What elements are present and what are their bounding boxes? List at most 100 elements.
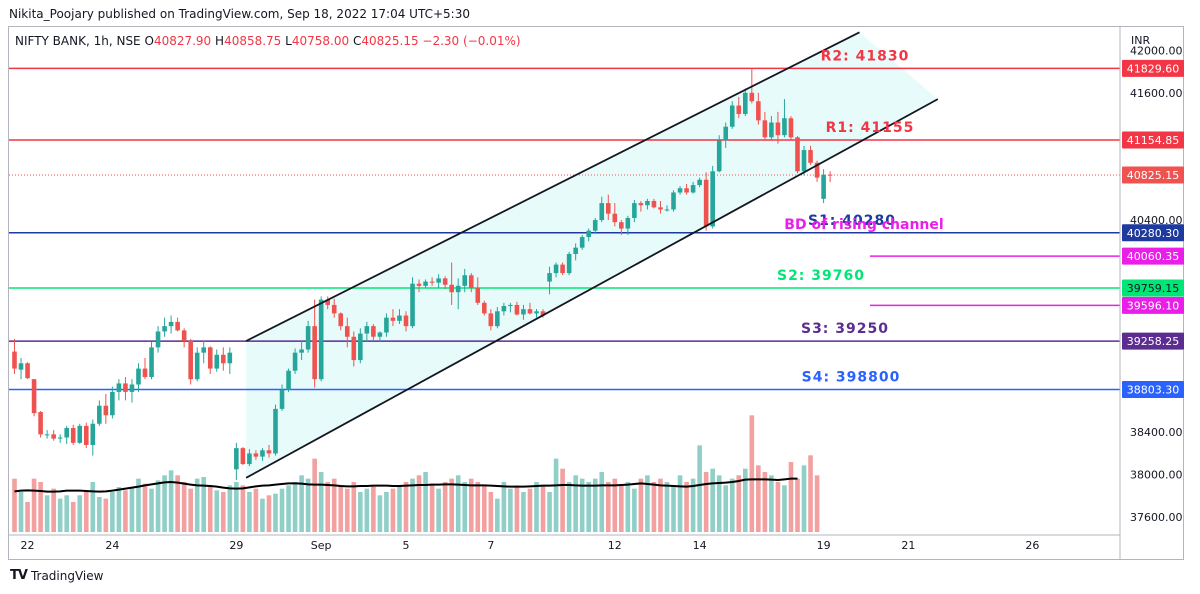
candle-body [436, 278, 441, 283]
candle-body [527, 309, 533, 314]
candle-body [364, 326, 370, 334]
volume-bar [762, 472, 768, 532]
candle-body [579, 237, 585, 248]
candle-body [729, 105, 735, 127]
volume-bar [723, 485, 729, 532]
candle-body [795, 137, 800, 172]
volume-bar [207, 485, 213, 532]
volume-bar [299, 475, 304, 532]
volume-bar [814, 475, 820, 532]
volume-bar [429, 483, 435, 532]
candle-body [201, 347, 207, 353]
volume-bar [188, 488, 193, 532]
candle-body [403, 315, 409, 327]
price-label-s3-text: 39258.25 [1127, 335, 1180, 348]
candle-body [214, 354, 220, 369]
candle-body [116, 383, 122, 392]
price-label-s1-box [1122, 224, 1184, 242]
candle-body [573, 247, 578, 255]
low-value: 40758.00 [291, 34, 350, 48]
y-tick-label: 42000.00 [1130, 44, 1183, 57]
volume-bar [410, 478, 415, 532]
volume-bar [371, 485, 376, 532]
volume-bar [344, 488, 350, 532]
price-label-s2-text: 39759.15 [1127, 282, 1180, 295]
volume-bar [579, 478, 585, 532]
footer[interactable]: TV TradingView [10, 568, 103, 583]
volume-bar [390, 488, 396, 532]
candle-body [397, 315, 402, 321]
volume-bar [573, 475, 578, 532]
candle-body [690, 185, 696, 193]
volume-bar [592, 478, 598, 532]
price-label-magenta-text: 40060.35 [1127, 250, 1180, 263]
candle-body [782, 118, 787, 136]
candle-body [129, 384, 135, 392]
price-label-magenta-text: 39596.10 [1127, 299, 1180, 312]
volume-bar [436, 488, 441, 532]
candle-body [710, 171, 715, 227]
channel-upper-line [245, 31, 860, 342]
publish-header: Nikita_Poojary published on TradingView.… [0, 0, 1200, 26]
high-label: H [215, 34, 225, 48]
volume-bar [384, 492, 389, 532]
candle-body [318, 299, 324, 380]
volume-bar [234, 482, 239, 532]
candle-body [801, 150, 807, 172]
candle-body [501, 305, 507, 312]
volume-bar [90, 482, 96, 532]
volume-bar [64, 495, 69, 532]
candle-body [123, 383, 128, 392]
volume-bar [612, 478, 618, 532]
candle-body [703, 179, 709, 227]
candle-body [371, 326, 376, 337]
volume-bar [214, 490, 220, 532]
candle-body [827, 174, 833, 176]
candle-body [716, 140, 722, 172]
price-label-s4-box [1122, 380, 1184, 398]
candle-body [358, 333, 363, 361]
price-label-s1-text: 40280.30 [1127, 227, 1180, 240]
volume-bar [416, 475, 422, 532]
volume-bar [149, 488, 154, 532]
price-label-s2-box [1122, 279, 1184, 297]
volume-bar [449, 478, 454, 532]
candle-body [566, 254, 572, 274]
volume-bar [38, 482, 43, 532]
candle-body [475, 287, 481, 303]
candle-body [495, 311, 500, 327]
volume-bar [194, 478, 200, 532]
volume-bar [619, 485, 624, 532]
candle-body [449, 284, 454, 293]
annotation-text: BD of rising channel [784, 217, 943, 233]
volume-bar [566, 482, 572, 532]
price-label-last-box [1122, 166, 1184, 184]
candle-body [305, 326, 311, 350]
candle-body [769, 122, 774, 138]
candle-body [149, 347, 154, 378]
volume-bar [331, 478, 337, 532]
candle-body [416, 283, 422, 286]
candle-body [762, 120, 768, 138]
candle-body [384, 317, 389, 333]
volume-bar [44, 495, 50, 532]
volume-bar [57, 498, 63, 532]
volume-bar [129, 487, 135, 532]
volume-bar [377, 495, 383, 532]
candle-body [331, 304, 337, 314]
candle-body [38, 412, 43, 435]
footer-brand: TradingView [30, 568, 104, 583]
candle-body [70, 427, 76, 443]
volume-bar [749, 415, 755, 532]
symbol-name: NIFTY BANK, 1h, NSE [15, 34, 141, 48]
candle-body [788, 118, 794, 138]
candle-body [221, 354, 226, 364]
candle-body [677, 188, 683, 193]
volume-bar [645, 475, 650, 532]
volume-bar [110, 492, 115, 532]
volume-bar [221, 492, 226, 532]
volume-bar [253, 488, 259, 532]
volume-bar [501, 482, 507, 532]
candle-body [188, 340, 193, 380]
